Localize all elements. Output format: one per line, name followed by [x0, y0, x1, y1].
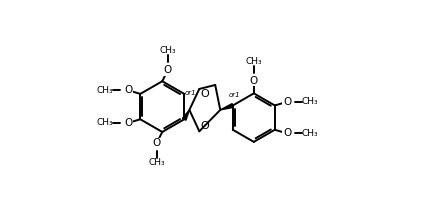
Text: CH₃: CH₃	[160, 46, 176, 55]
Polygon shape	[182, 110, 190, 120]
Text: O: O	[153, 138, 161, 148]
Text: O: O	[124, 85, 132, 95]
Text: O: O	[124, 118, 132, 128]
Text: O: O	[283, 129, 291, 139]
Text: O: O	[200, 121, 209, 131]
Text: or1: or1	[229, 92, 241, 98]
Text: or1: or1	[184, 89, 196, 95]
Polygon shape	[220, 104, 233, 110]
Text: CH₃: CH₃	[302, 129, 318, 138]
Text: O: O	[164, 65, 172, 75]
Text: CH₃: CH₃	[148, 158, 165, 167]
Text: O: O	[200, 89, 209, 99]
Text: CH₃: CH₃	[245, 57, 262, 66]
Text: CH₃: CH₃	[97, 86, 113, 95]
Text: CH₃: CH₃	[97, 119, 113, 127]
Text: O: O	[283, 97, 291, 107]
Text: O: O	[250, 75, 258, 85]
Text: CH₃: CH₃	[302, 97, 318, 106]
